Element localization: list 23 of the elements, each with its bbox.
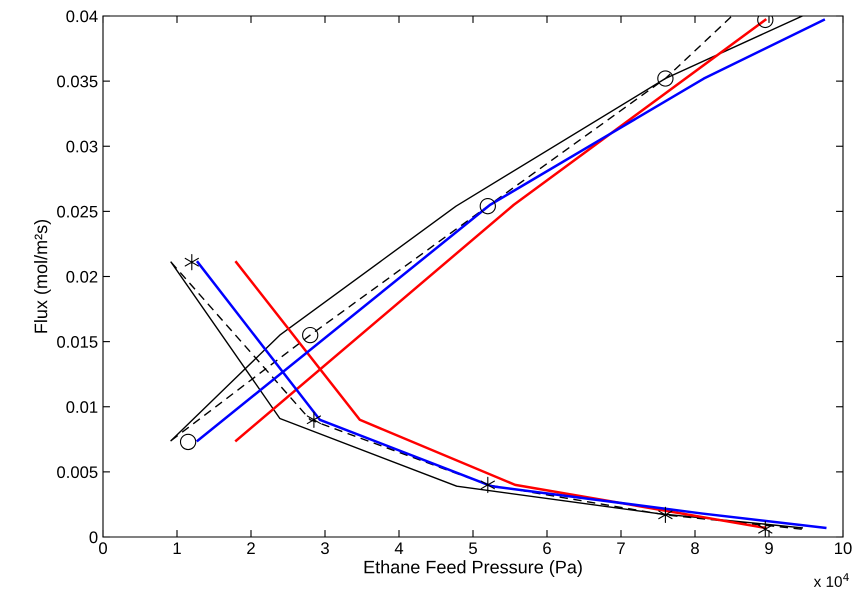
text: x 10$^{4}$	[814, 573, 849, 587]
y-tick-label: 0.02	[66, 270, 98, 283]
x-tick-label: 8	[691, 542, 699, 554]
y-tick-label: 0.04	[66, 10, 98, 22]
y-tick-label: 0.025	[57, 206, 98, 218]
y-axis-title: Flux (mol/m²s)	[34, 220, 51, 333]
y-tick-label: 0.035	[57, 76, 98, 88]
x-tick-label: 5	[469, 542, 477, 554]
x-tick-label: 0	[99, 542, 107, 554]
y-tick-label: 0.015	[57, 336, 98, 348]
x-tick-label: 6	[543, 542, 551, 554]
x-tick-label: 9	[765, 542, 773, 554]
x-tick-label: 2	[247, 542, 255, 554]
y-tick-label: 0.03	[66, 140, 98, 152]
x-tick-label: 3	[321, 542, 329, 554]
x-tick-label: 10	[835, 542, 852, 554]
x-tick-label: 7	[617, 542, 625, 554]
y-tick-label: 0	[90, 531, 98, 544]
x-tick-label: 4	[394, 542, 404, 554]
x-axis-title: Ethane Feed Pressure (Pa)	[364, 560, 582, 577]
y-tick-label: 0.01	[66, 401, 98, 413]
y-tick-label: 0.005	[57, 466, 98, 478]
x-tick-label: 1	[174, 542, 181, 554]
